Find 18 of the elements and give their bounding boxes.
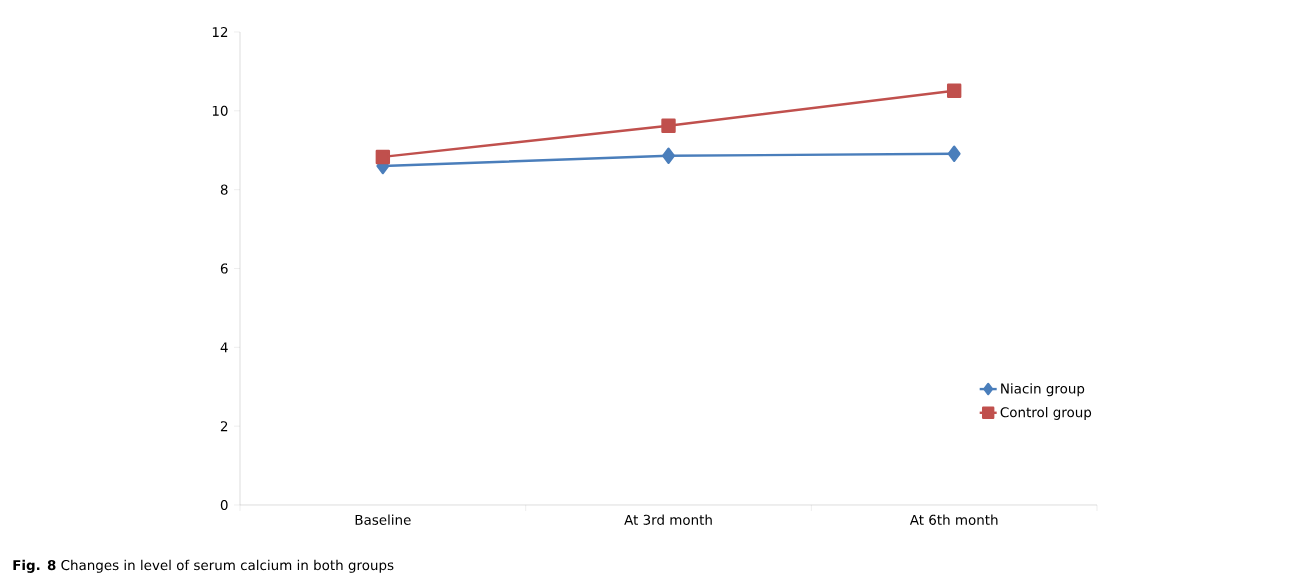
x-tick-label: At 6th month: [909, 514, 998, 525]
point: [661, 118, 676, 133]
point: [946, 83, 962, 98]
y-tick-label: 8: [220, 184, 228, 195]
y-tick-label: 2: [220, 421, 228, 432]
point: [662, 147, 675, 164]
text: Fig. 8 Changes in level of serum calcium in both groups: [13, 559, 394, 573]
y-tick-label: 4: [220, 342, 228, 353]
y-tick-label: 0: [220, 499, 228, 511]
legend-label: Niacin group: [1001, 383, 1085, 397]
x-tick-label: Baseline: [355, 514, 411, 525]
y-tick-label: 10: [212, 105, 228, 116]
y-tick-label: 12: [212, 26, 228, 37]
x-tick-label: At 3rd month: [624, 514, 712, 525]
point: [375, 149, 391, 165]
y-tick-label: 6: [220, 263, 228, 274]
legend-label: Control group: [1000, 406, 1092, 420]
point: [947, 145, 961, 162]
